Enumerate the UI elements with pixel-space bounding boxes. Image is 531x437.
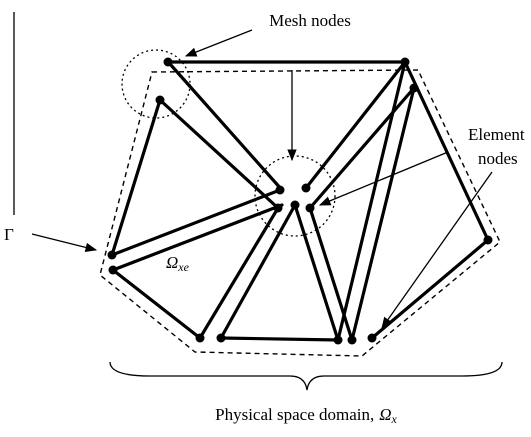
node [163, 57, 173, 67]
arrow [381, 171, 493, 329]
edge [293, 203, 340, 342]
node [483, 235, 493, 245]
node [273, 203, 283, 213]
domain-boundary [99, 69, 501, 357]
edge [370, 238, 490, 340]
label-mesh-nodes: Mesh nodes [269, 11, 351, 30]
label-nodes: nodes [478, 149, 518, 168]
edge [308, 86, 416, 210]
edge [336, 60, 407, 342]
node [216, 333, 226, 343]
edge [219, 203, 297, 340]
arrow [318, 151, 449, 206]
node [290, 200, 300, 210]
highlight-circle [121, 49, 191, 119]
node [409, 83, 419, 93]
edge [198, 206, 280, 340]
edge [168, 62, 284, 192]
label-element: Element [468, 125, 525, 144]
brace [109, 361, 503, 391]
edge [403, 60, 490, 242]
node [301, 183, 311, 193]
node [400, 57, 410, 67]
label-physical-domain: Physical space domain, Ωx [215, 405, 397, 426]
node [195, 333, 205, 343]
edge [350, 86, 416, 342]
node [107, 250, 117, 260]
mesh-edges [110, 60, 490, 342]
node [347, 335, 357, 345]
node [305, 203, 315, 213]
edge [308, 206, 354, 342]
edge [110, 188, 282, 257]
caption: Physical space domain, [215, 405, 374, 424]
arrow [184, 29, 253, 57]
label-boundary: Γ [4, 225, 14, 244]
node [155, 95, 165, 105]
edge [111, 203, 284, 272]
decorations [13, 12, 501, 357]
node [333, 335, 343, 345]
arrow [31, 233, 98, 252]
edge [219, 336, 340, 342]
edge [111, 268, 202, 340]
symbol: Ω [379, 405, 391, 424]
highlight-circle [254, 155, 336, 237]
nodes [107, 57, 493, 345]
edge [110, 98, 162, 257]
label-element-domain: Ωxe [166, 253, 190, 274]
node [367, 333, 377, 343]
node [108, 265, 118, 275]
subscript: x [391, 412, 398, 426]
edge [158, 98, 280, 210]
node [275, 185, 285, 195]
symbol: Ω [166, 253, 178, 272]
subscript: xe [177, 260, 189, 274]
edge [304, 60, 407, 190]
arrows [31, 29, 503, 391]
